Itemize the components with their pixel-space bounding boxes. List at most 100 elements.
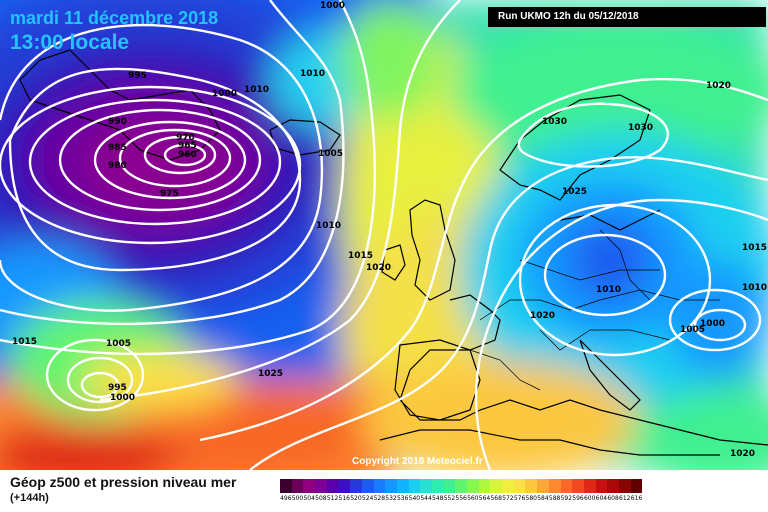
scale-swatch (467, 479, 479, 493)
scale-tick-label: 532 (385, 495, 397, 502)
isobar-1020-b (474, 198, 768, 470)
iso-label: 960 (178, 150, 197, 160)
scale-swatch (502, 479, 514, 493)
legend-subtitle: (+144h) (10, 492, 49, 504)
scale-swatch (396, 479, 409, 493)
isobar-azores-2 (66, 356, 134, 404)
map-canvas: 1000 995 990 985 980 975 970 965 960 100… (0, 0, 768, 470)
scale-tick-label: 512 (326, 495, 339, 502)
isobar-1010-low (543, 233, 667, 317)
scale-swatch (478, 479, 491, 493)
scale-swatch (350, 479, 362, 493)
iso-label: 1010 (300, 69, 325, 79)
isobar-1030 (517, 102, 669, 168)
italy-coast (579, 339, 641, 411)
iso-label: 975 (160, 189, 179, 199)
isobar-1000 (0, 23, 324, 312)
iso-label: 1000 (110, 393, 135, 403)
iso-label: 1005 (106, 339, 131, 349)
iso-label: 985 (108, 143, 127, 153)
iso-label: 1000 (320, 1, 345, 11)
isobar-1005-e (693, 308, 747, 342)
scale-swatch (630, 479, 643, 493)
iso-label: 1000 (212, 89, 237, 99)
scale-swatch (338, 479, 351, 493)
scale-tick-label: 560 (467, 495, 479, 502)
isobar-1005 (0, 0, 345, 326)
geopotential-field (0, 0, 768, 470)
scale-tick-label: 608 (607, 495, 619, 502)
color-scale (280, 479, 643, 493)
scale-tick-label: 580 (525, 495, 537, 502)
scale-tick-label: 552 (443, 495, 456, 502)
color-scale-ticks: 496 500 504 508 512 516 520 524 528 532 536 540 544 5… (280, 495, 642, 502)
isobar-1010-e (668, 288, 762, 352)
iso-label: 1010 (244, 85, 269, 95)
coastlines (19, 49, 768, 456)
iso-label: 1030 (542, 117, 567, 127)
isobar-985 (28, 98, 282, 226)
scale-tick-label: 556 (455, 495, 467, 502)
isobar-960 (163, 143, 207, 167)
scale-swatch (326, 479, 339, 493)
scale-swatch (583, 479, 596, 493)
iceland-coast (269, 119, 341, 156)
scale-tick-label: 604 (595, 495, 608, 502)
iso-label: 1005 (318, 149, 343, 159)
isobar-labels: 1000 995 990 985 980 975 970 965 960 100… (12, 1, 767, 459)
iso-label: 1020 (730, 449, 755, 459)
scale-swatch (280, 479, 292, 493)
scale-swatch (490, 479, 503, 493)
ireland-coast (381, 244, 406, 281)
scale-swatch (525, 479, 538, 493)
scale-tick-label: 536 (396, 495, 409, 502)
weather-map: 1000 995 990 985 980 975 970 965 960 100… (0, 0, 768, 470)
legend-title: Géop z500 et pression niveau mer (10, 474, 237, 490)
scale-swatch (607, 479, 619, 493)
isobar-1020-a (199, 77, 768, 442)
isobar-990 (0, 85, 302, 245)
iso-label: 1015 (742, 243, 767, 253)
isobar-965 (143, 135, 217, 175)
scale-tick-label: 540 (408, 495, 421, 502)
isobar-1025 (249, 156, 768, 470)
iso-label: 1010 (316, 221, 341, 231)
scale-tick-label: 504 (303, 495, 315, 502)
copyright-text: Copyright 2018 Meteociel.fr (352, 456, 483, 467)
isobar-1015 (99, 0, 461, 402)
scale-swatch (595, 479, 608, 493)
isobar-970 (118, 128, 232, 188)
scale-swatch (618, 479, 631, 493)
scale-swatch (513, 479, 526, 493)
isobar-lines (0, 0, 768, 470)
scale-swatch (315, 479, 327, 493)
scale-tick-label: 524 (361, 495, 374, 502)
scale-swatch (408, 479, 421, 493)
scale-swatch (361, 479, 374, 493)
iso-label: 965 (178, 141, 197, 151)
iso-label: 1025 (562, 187, 587, 197)
scandinavia-coast (499, 94, 651, 201)
scale-tick-label: 548 (432, 495, 444, 502)
borders (469, 229, 720, 391)
iso-label: 1030 (628, 123, 653, 133)
iso-label: 1020 (706, 81, 731, 91)
scale-tick-label: 500 (291, 495, 304, 502)
iso-label: 970 (176, 133, 195, 143)
scale-swatch (572, 479, 584, 493)
isobar-980 (58, 108, 262, 212)
scale-tick-label: 516 (338, 495, 350, 502)
model-run-label: Run UKMO 12h du 05/12/2018 (488, 7, 766, 27)
scale-tick-label: 568 (490, 495, 502, 502)
scale-swatch (560, 479, 573, 493)
legend-bar: Géop z500 et pression niveau mer (+144h)… (0, 470, 768, 512)
iso-label: 995 (128, 71, 147, 81)
iso-label: 1010 (742, 283, 767, 293)
greenland-coast (19, 49, 221, 161)
scale-swatch (548, 479, 561, 493)
scale-swatch (431, 479, 444, 493)
scale-swatch (373, 479, 386, 493)
isobar-975 (93, 120, 247, 200)
isobar-azores-3 (45, 338, 145, 412)
iso-label: 1025 (258, 369, 283, 379)
